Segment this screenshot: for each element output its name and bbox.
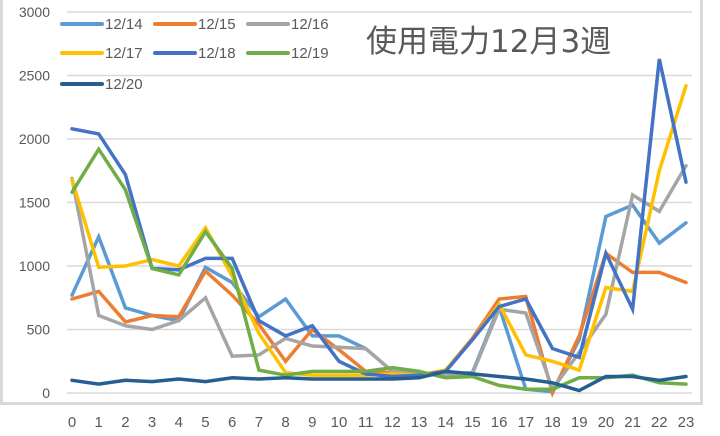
legend-item: 12/14 (60, 16, 143, 33)
x-tick-label: 2 (121, 414, 129, 431)
y-tick-label: 2000 (19, 131, 50, 147)
series-line-12-18 (70, 58, 688, 379)
x-tick-label: 9 (308, 414, 316, 431)
y-tick-label: 1500 (19, 195, 50, 211)
legend-item: 12/16 (246, 16, 329, 33)
x-tick-label: 12 (384, 414, 401, 431)
series-line-12-20 (70, 369, 688, 393)
series-line-12-15 (70, 250, 688, 399)
y-axis-labels: 0 500 1000 1500 2000 2500 3000 (19, 4, 50, 401)
x-tick-label: 5 (201, 414, 209, 431)
x-tick-label: 0 (68, 414, 76, 431)
series-line-12-19 (70, 145, 688, 391)
legend-item: 12/15 (153, 16, 236, 33)
x-tick-label: 19 (571, 414, 588, 431)
x-tick-label: 3 (148, 414, 156, 431)
x-tick-label: 15 (464, 414, 481, 431)
y-tick-label: 3000 (19, 4, 50, 20)
legend-label: 12/16 (291, 16, 329, 33)
chart-frame-left (0, 0, 3, 405)
legend-item: 12/17 (60, 45, 143, 62)
x-tick-label: 21 (624, 414, 641, 431)
legend-label: 12/18 (198, 45, 236, 62)
legend-item: 12/18 (153, 45, 236, 62)
x-axis-labels: 0 1 2 3 4 5 6 7 8 9 10 11 12 13 14 15 16 17 18 19 20 21 22 23 (68, 414, 695, 431)
y-tick-label: 0 (42, 385, 50, 401)
x-tick-label: 22 (651, 414, 668, 431)
x-tick-label: 20 (598, 414, 615, 431)
legend: 12/14 12/15 12/16 12/17 12/18 12/19 12/20 (60, 16, 329, 93)
y-tick-label: 1000 (19, 258, 50, 274)
gridlines (67, 11, 692, 394)
y-tick-label: 2500 (19, 68, 50, 84)
x-tick-label: 13 (411, 414, 428, 431)
x-tick-label: 23 (678, 414, 695, 431)
x-tick-label: 7 (255, 414, 263, 431)
x-tick-label: 18 (544, 414, 561, 431)
y-tick-label: 500 (27, 322, 51, 338)
x-tick-label: 1 (95, 414, 103, 431)
legend-label: 12/17 (105, 45, 143, 62)
legend-label: 12/19 (291, 45, 329, 62)
legend-label: 12/15 (198, 16, 236, 33)
legend-item: 12/20 (60, 76, 143, 93)
x-tick-label: 17 (517, 414, 534, 431)
legend-label: 12/20 (105, 76, 143, 93)
x-tick-label: 16 (491, 414, 508, 431)
chart-title: 使用電力12月3週 (366, 24, 611, 60)
legend-label: 12/14 (105, 16, 143, 33)
x-tick-label: 10 (331, 414, 348, 431)
x-tick-label: 8 (281, 414, 289, 431)
chart-frame (0, 0, 703, 405)
x-tick-label: 11 (358, 414, 374, 431)
series-lines (70, 58, 688, 399)
x-tick-label: 6 (228, 414, 236, 431)
x-tick-label: 4 (175, 414, 183, 431)
x-tick-label: 14 (437, 414, 454, 431)
legend-item: 12/19 (246, 45, 329, 62)
